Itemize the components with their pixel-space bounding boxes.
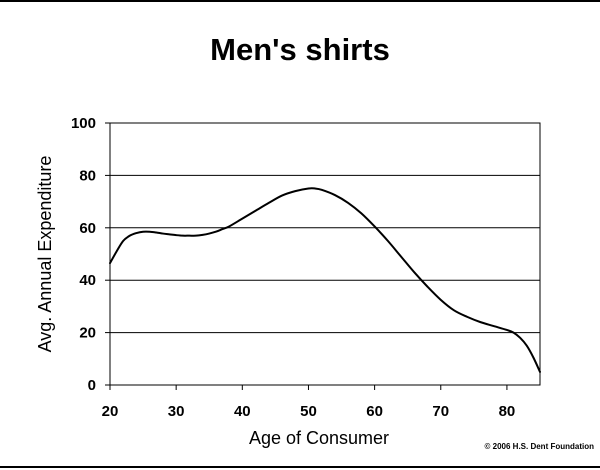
x-tick-label-20: 20 <box>102 403 119 420</box>
y-tick-label-20: 20 <box>79 325 96 342</box>
y-tick-label-0: 0 <box>88 377 96 394</box>
y-axis-ticks: 0 20 40 60 80 100 <box>71 115 110 394</box>
x-tick-label-80: 80 <box>499 403 516 420</box>
gridlines <box>110 174 540 334</box>
x-tick-label-50: 50 <box>300 403 317 420</box>
series-line-mens-shirts <box>109 187 541 373</box>
copyright-notice: © 2006 H.S. Dent Foundation <box>485 442 595 451</box>
x-tick-label-70: 70 <box>432 403 449 420</box>
y-axis-label: Avg. Annual Expenditure <box>35 156 55 353</box>
y-tick-label-40: 40 <box>79 272 96 289</box>
x-axis-ticks: 20 30 40 50 60 70 80 <box>102 385 516 420</box>
y-tick-label-80: 80 <box>79 167 96 184</box>
x-tick-label-30: 30 <box>168 403 185 420</box>
x-tick-label-60: 60 <box>366 403 383 420</box>
chart-title: Men's shirts <box>210 32 390 67</box>
plot-area <box>109 122 541 386</box>
x-axis-label: Age of Consumer <box>249 428 389 448</box>
x-tick-label-40: 40 <box>234 403 251 420</box>
y-tick-label-60: 60 <box>79 220 96 237</box>
y-tick-label-100: 100 <box>71 115 96 132</box>
